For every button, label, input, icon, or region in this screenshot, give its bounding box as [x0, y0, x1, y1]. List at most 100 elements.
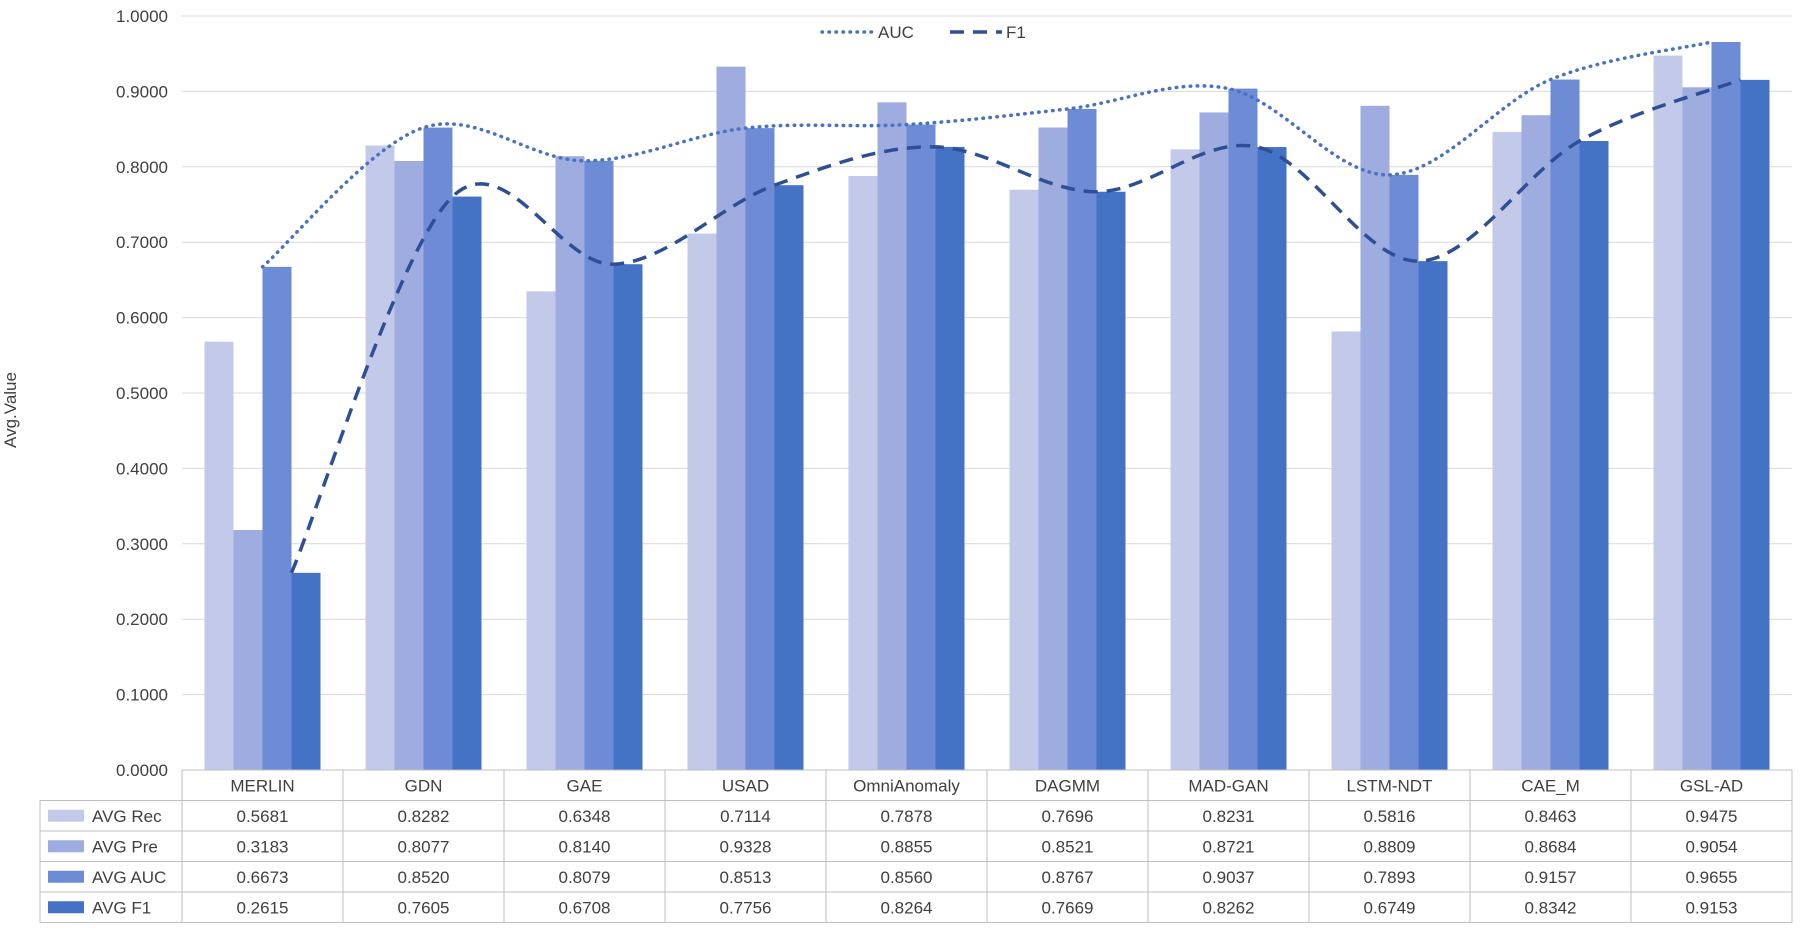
table-cell-value: 0.9475	[1686, 807, 1738, 826]
category-label: USAD	[722, 776, 769, 795]
legend: AUC F1	[820, 23, 1026, 42]
table-row-label: AVG Pre	[92, 837, 158, 856]
table-cell-value: 0.6673	[237, 868, 289, 887]
table-cell-value: 0.9157	[1525, 868, 1577, 887]
table-cell-value: 0.8140	[559, 837, 611, 856]
table-cell-value: 0.8809	[1364, 837, 1416, 856]
bar-avg-auc	[1067, 108, 1097, 770]
bar-avg-f1	[452, 196, 482, 770]
table-cell-value: 0.8767	[1042, 868, 1094, 887]
category-label: DAGMM	[1035, 776, 1100, 795]
y-axis: 0.0000 0.1000 0.2000 0.3000 0.4000 0.5000 0.60…	[116, 7, 168, 780]
bar-avg-f1	[1740, 79, 1770, 771]
bar-avg-pre	[394, 160, 424, 770]
bar-avg-rec	[1331, 331, 1361, 770]
y-tick-label: 0.5000	[116, 384, 168, 403]
table-cell-value: 0.9328	[720, 837, 772, 856]
table-cell-value: 0.8231	[1203, 807, 1255, 826]
trend-line-f1	[289, 78, 1742, 574]
bar-avg-auc	[1711, 42, 1741, 770]
table-legend-swatch	[48, 901, 84, 914]
category-label: GSL-AD	[1680, 776, 1743, 795]
category-label: GDN	[405, 776, 443, 795]
y-tick-label: 0.4000	[116, 459, 168, 478]
category-label: MERLIN	[230, 776, 294, 795]
bar-avg-f1	[1096, 191, 1126, 771]
category-label: MAD-GAN	[1188, 776, 1268, 795]
y-tick-label: 0.1000	[116, 686, 168, 705]
table-cell-value: 0.8721	[1203, 837, 1255, 856]
y-tick-label: 0.0000	[116, 761, 168, 780]
bar-avg-f1	[1418, 261, 1448, 770]
category-label: CAE_M	[1521, 776, 1580, 795]
table-legend-swatch	[48, 809, 84, 822]
category-label: OmniAnomaly	[853, 776, 960, 795]
bar-avg-auc	[262, 266, 292, 770]
bar-avg-pre	[1038, 127, 1068, 770]
trend-lines	[260, 40, 1742, 574]
bar-avg-auc	[423, 127, 453, 771]
table-cell-value: 0.8855	[881, 837, 933, 856]
table-cell-value: 0.8262	[1203, 898, 1255, 917]
bar-avg-auc	[1389, 174, 1419, 770]
y-tick-label: 0.7000	[116, 233, 168, 252]
bar-avg-pre	[1521, 115, 1551, 771]
y-tick-label: 0.3000	[116, 535, 168, 554]
table-cell-value: 0.9054	[1686, 837, 1738, 856]
bar-avg-pre	[877, 102, 907, 770]
table-row-label: AVG F1	[92, 898, 151, 917]
y-axis-label: Avg.Value	[1, 372, 20, 448]
table-cell-value: 0.7114	[720, 807, 771, 826]
bar-avg-rec	[526, 291, 556, 770]
table-cell-value: 0.9655	[1686, 868, 1738, 887]
table-cell-value: 0.8684	[1525, 837, 1577, 856]
table-cell-value: 0.8560	[881, 868, 933, 887]
bar-avg-f1	[1257, 147, 1287, 771]
bar-avg-rec	[848, 175, 878, 771]
table-row-label: AVG AUC	[92, 868, 166, 887]
bar-avg-f1	[613, 264, 643, 770]
bar-avg-rec	[1170, 149, 1200, 771]
y-tick-label: 0.8000	[116, 158, 168, 177]
bar-avg-f1	[774, 185, 804, 770]
category-label: LSTM-NDT	[1347, 776, 1433, 795]
table-cell-value: 0.8282	[398, 807, 450, 826]
table-cell-value: 0.8513	[720, 868, 772, 887]
table-cell-value: 0.8463	[1525, 807, 1577, 826]
table-row-label: AVG Rec	[92, 807, 162, 826]
bar-avg-rec	[1653, 55, 1683, 770]
bar-avg-rec	[687, 233, 717, 771]
bar-avg-auc	[1228, 88, 1258, 770]
bar-avg-rec	[1492, 131, 1522, 771]
bar-avg-pre	[1199, 112, 1229, 771]
y-tick-label: 1.0000	[116, 7, 168, 26]
table-cell-value: 0.8342	[1525, 898, 1577, 917]
table-cell-value: 0.8079	[559, 868, 611, 887]
table-cell-value: 0.2615	[237, 898, 289, 917]
bar-avg-pre	[1360, 105, 1390, 771]
table-cell-value: 0.8077	[398, 837, 450, 856]
table-cell-value: 0.7756	[720, 898, 772, 917]
table-cell-value: 0.6749	[1364, 898, 1416, 917]
bar-avg-pre	[555, 156, 585, 770]
table-cell-value: 0.6708	[559, 898, 611, 917]
bar-avg-f1	[291, 572, 321, 770]
bar-avg-rec	[365, 145, 395, 770]
y-tick-label: 0.6000	[116, 309, 168, 328]
bar-avg-pre	[716, 66, 746, 770]
table-legend-swatch	[48, 840, 84, 853]
y-tick-label: 0.9000	[116, 82, 168, 101]
table-legend-swatch	[48, 870, 84, 883]
trend-line-auc	[260, 40, 1714, 269]
bar-avg-f1	[935, 146, 965, 770]
table-cell-value: 0.9037	[1203, 868, 1255, 887]
bar-avg-auc	[1550, 79, 1580, 771]
table-cell-value: 0.8520	[398, 868, 450, 887]
table-cell-value: 0.8521	[1042, 837, 1094, 856]
bar-avg-rec	[204, 341, 234, 770]
bar-avg-auc	[584, 160, 614, 771]
table-cell-value: 0.7605	[398, 898, 450, 917]
data-table: MERLIN GDN GAE USAD OmniAnomaly DAGMM MAD-GAN L…	[39, 769, 1793, 923]
legend-label-auc: AUC	[878, 23, 914, 42]
